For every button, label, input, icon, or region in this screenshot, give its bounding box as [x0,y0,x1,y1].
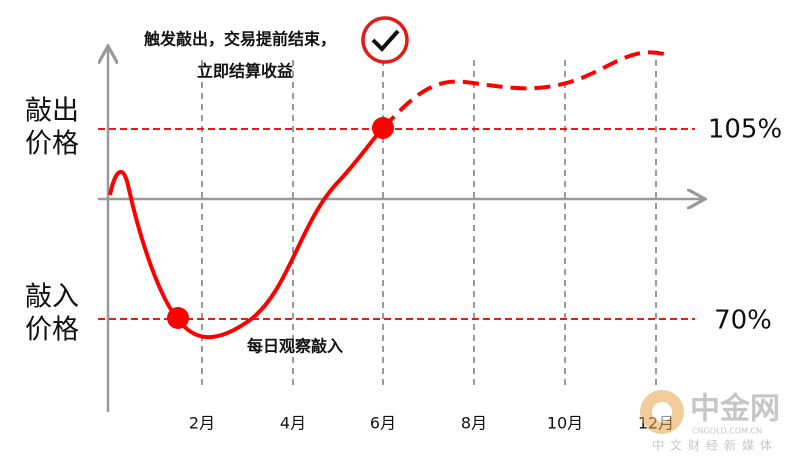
price-path-future [381,50,669,130]
y-label: 敲出 [25,96,79,127]
x-label: 2月 [189,414,215,433]
axes [98,48,703,412]
level-label: 105% [708,115,782,145]
knock-in-point [167,307,189,329]
y-label: 价格 [25,315,79,346]
knock-out-point [372,117,394,139]
x-label: 8月 [461,414,487,433]
callout: 每日观察敲入 [247,337,343,356]
y-label: 敲入 [25,282,79,313]
callout: 触发敲出，交易提前结束， [143,30,336,49]
x-label: 10月 [547,414,583,433]
level-lines [98,128,695,320]
watermark-brand: 中金网 [690,392,780,427]
watermark-logo [652,402,672,422]
level-label: 70% [714,306,772,336]
check-icon [361,16,409,64]
callout: 立即结算收益 [197,62,293,81]
check-mark [371,29,400,52]
price-path [108,126,385,340]
watermark: 中金网 CNGOLD.COM.CN 中文财经新媒体 [640,390,780,453]
x-label: 6月 [370,414,396,433]
y-label: 价格 [25,129,79,160]
x-label: 4月 [280,414,306,433]
watermark-tagline: 中文财经新媒体 [652,438,778,453]
watermark-url: CNGOLD.COM.CN [692,427,762,436]
